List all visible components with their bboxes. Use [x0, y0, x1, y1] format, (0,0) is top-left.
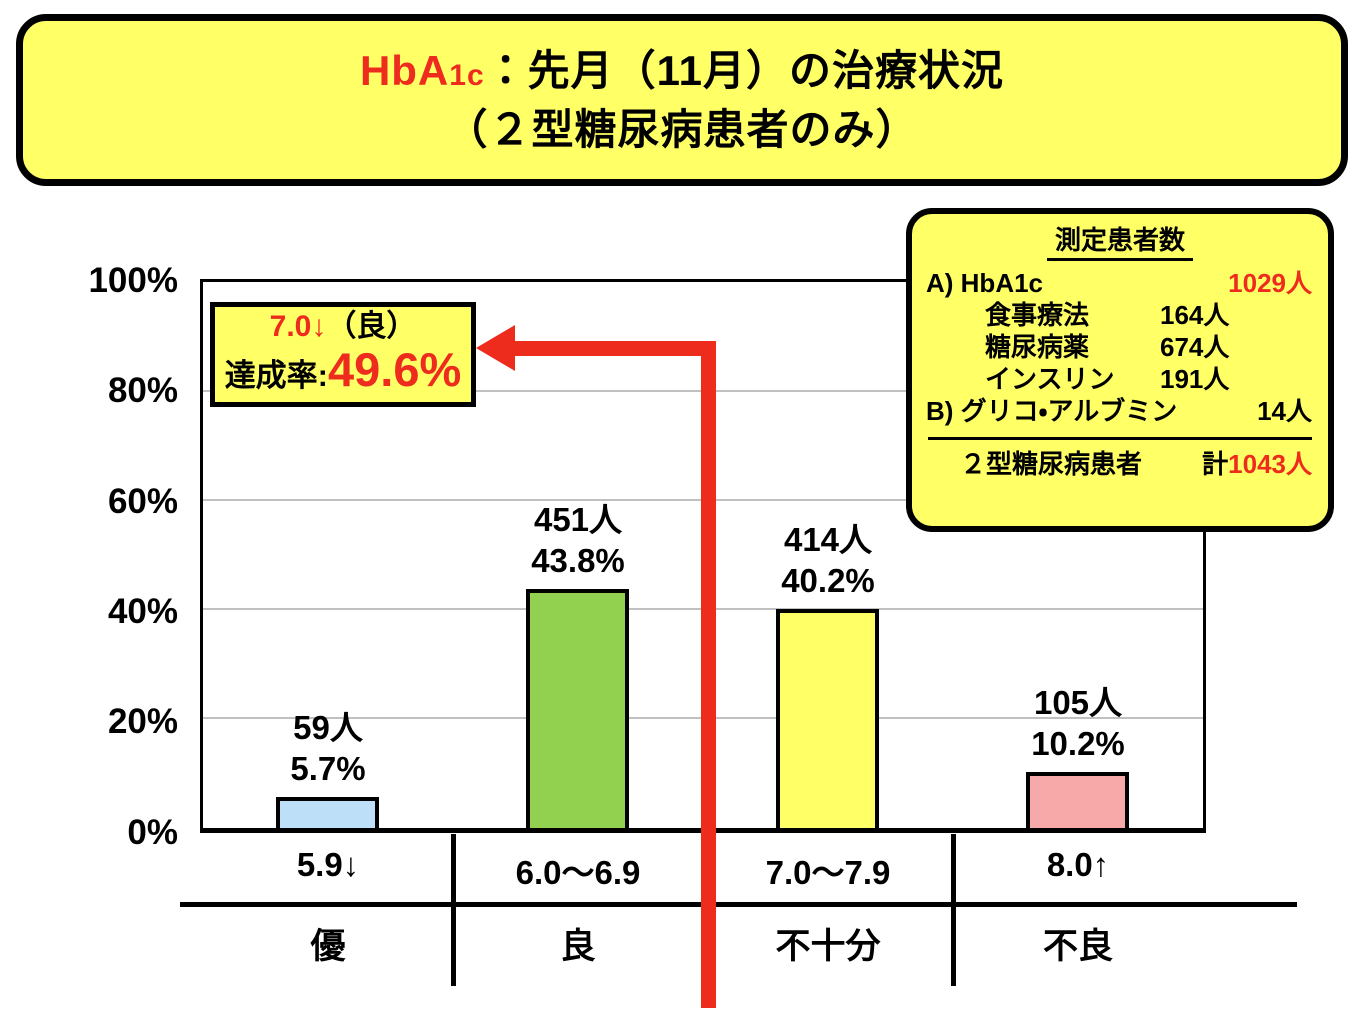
bar-excellent: [276, 797, 379, 828]
x-divider-3: [951, 834, 956, 986]
x-range-label-4: 8.0↑: [1046, 846, 1110, 883]
callout-target: 7.0↓（良）: [270, 309, 417, 345]
x-grade-label-4: 不良: [1042, 927, 1113, 966]
bar-count: 59人: [293, 709, 363, 746]
title-line1-rest: ：先月（11月）の治療状況: [484, 46, 1005, 94]
info-row-value: 1029人: [1228, 268, 1312, 298]
y-axis-label-40: 40%: [107, 592, 178, 631]
callout-achievement-label: 達成率:: [224, 357, 329, 393]
bar-label-good: 451人 43.8%: [468, 499, 688, 581]
title-hba1c-text: HbA1c: [359, 46, 485, 94]
x-divider-1: [451, 834, 456, 986]
title-hba1c-subscript: 1c: [449, 58, 485, 92]
info-row-label: A) HbA1c: [926, 268, 1044, 298]
info-row-insulin: インスリン 191人: [926, 363, 1314, 395]
measured-patients-title: 測定患者数: [1046, 224, 1193, 261]
bar-insufficient: [776, 609, 879, 828]
bar-label-poor: 105人 10.2%: [968, 682, 1188, 764]
y-axis-label-20: 20%: [107, 702, 178, 741]
bar-good: [526, 589, 629, 828]
callout-achievement-value: 49.6%: [328, 342, 462, 396]
info-row-hba1c: A) HbA1c 1029人: [926, 267, 1314, 299]
info-row-value: 674人: [1160, 332, 1230, 362]
info-total-label: ２型糖尿病患者: [960, 449, 1143, 479]
bar-count: 451人: [533, 501, 623, 538]
info-total-value-group: 計1043人: [1202, 448, 1312, 480]
y-axis-label-100: 100%: [88, 261, 178, 300]
info-row-value: 164人: [1160, 300, 1230, 330]
x-range-label-2: 6.0～6.9: [515, 854, 641, 891]
info-box-separator: [928, 437, 1312, 440]
bar-label-excellent: 59人 5.7%: [218, 707, 438, 789]
x-axis-separator-line: [180, 902, 1297, 907]
info-row-diet: 食事療法 164人: [926, 299, 1314, 331]
info-total-value: 1043人: [1228, 449, 1312, 479]
achievement-callout-box: 7.0↓（良） 達成率:49.6%: [210, 302, 476, 407]
bar-percent: 43.8%: [531, 542, 625, 579]
callout-target-value: 7.0↓: [269, 309, 327, 343]
red-arrow-head-icon: [476, 325, 515, 371]
bar-percent: 5.7%: [290, 750, 366, 787]
info-row-total: ２型糖尿病患者 計1043人: [926, 448, 1314, 482]
y-axis-label-60: 60%: [107, 482, 178, 521]
title-banner: HbA1c：先月（11月）の治療状況 （２型糖尿病患者のみ）: [16, 14, 1348, 186]
x-range-label-1: 5.9↓: [296, 846, 360, 883]
x-range-label-3: 7.0～7.9: [765, 854, 891, 891]
info-total-prefix: 計: [1202, 449, 1229, 479]
info-row-value: 191人: [1160, 364, 1230, 394]
info-row-label: B) グリコ・アルブミン: [926, 396, 1178, 426]
bar-percent: 10.2%: [1031, 725, 1125, 762]
callout-target-grade: （良）: [326, 309, 417, 343]
callout-achievement: 達成率:49.6%: [224, 342, 462, 401]
measured-patients-box: 測定患者数 A) HbA1c 1029人 食事療法 164人 糖尿病薬 674人…: [906, 208, 1334, 532]
title-line-1: HbA1c：先月（11月）の治療状況: [360, 44, 1004, 103]
x-grade-label-3: 不十分: [775, 927, 881, 966]
bar-count: 105人: [1033, 684, 1123, 721]
info-row-medication: 糖尿病薬 674人: [926, 331, 1314, 363]
info-row-label: 糖尿病薬: [985, 332, 1090, 362]
info-row-value: 14人: [1257, 396, 1312, 426]
red-arrow-horizontal-bar: [509, 341, 716, 356]
info-row-label: 食事療法: [985, 300, 1090, 330]
bar-label-insufficient: 414人 40.2%: [718, 519, 938, 601]
title-line-2: （２型糖尿病患者のみ）: [445, 105, 919, 153]
info-row-glyco-albumin: B) グリコ・アルブミン 14人: [926, 395, 1314, 427]
bar-count: 414人: [783, 521, 873, 558]
red-arrow-vertical-bar: [701, 341, 716, 1008]
info-row-label: インスリン: [985, 364, 1115, 394]
measured-patients-title-row: 測定患者数: [926, 224, 1314, 261]
y-axis-label-0: 0%: [127, 813, 178, 852]
bar-poor: [1026, 772, 1129, 828]
x-grade-label-2: 良: [560, 927, 596, 966]
y-axis-label-80: 80%: [107, 371, 178, 410]
x-grade-label-1: 優: [310, 927, 346, 966]
bar-percent: 40.2%: [781, 562, 875, 599]
